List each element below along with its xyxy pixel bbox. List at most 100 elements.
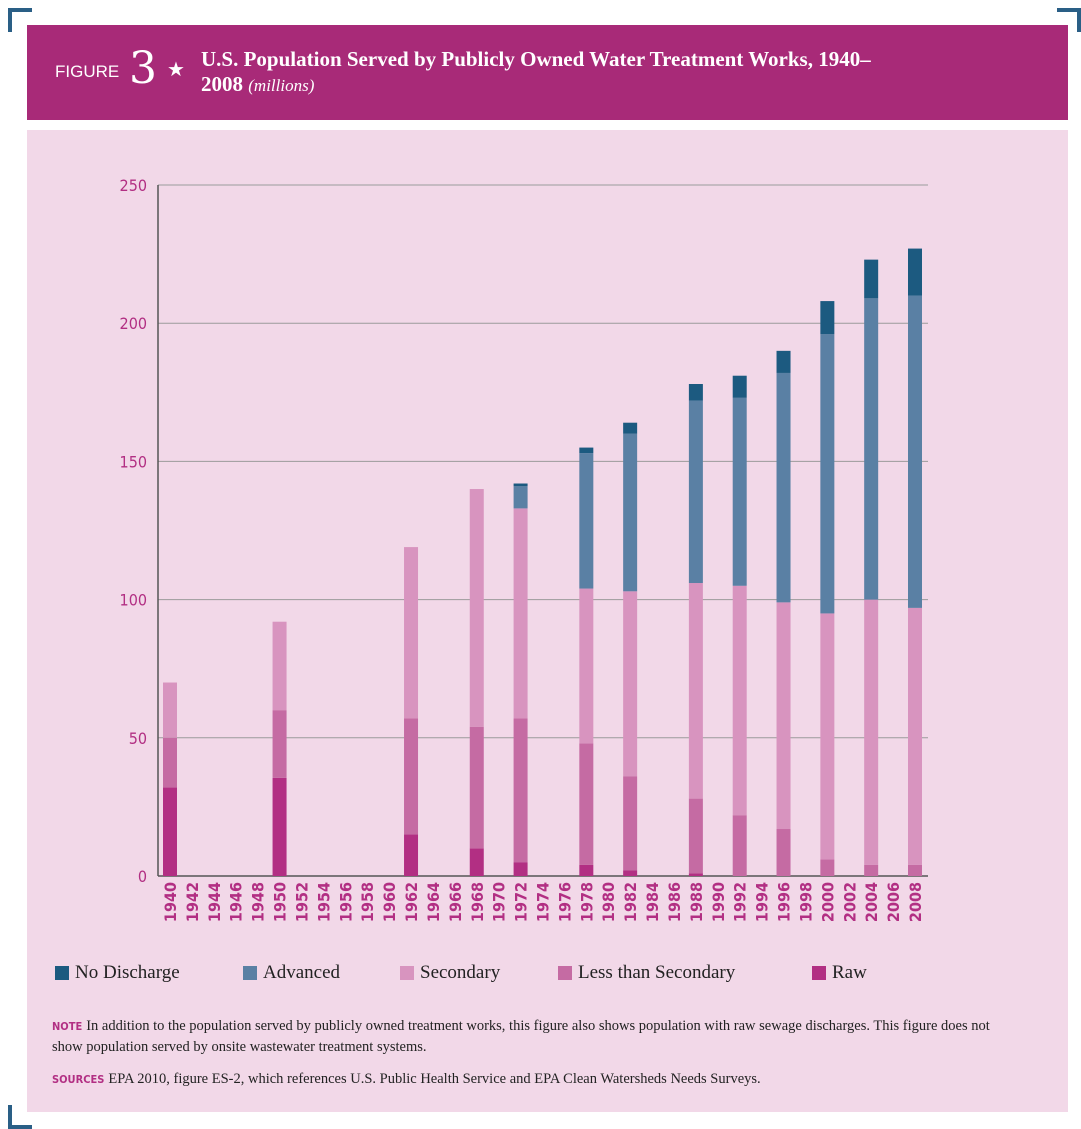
legend-swatch	[243, 966, 257, 980]
bar-segment	[513, 486, 528, 509]
bar-segment	[623, 422, 638, 434]
x-tick-label: 1960	[380, 882, 399, 922]
sources-label: SOURCES	[52, 1073, 105, 1086]
header: FIGURE 3 ★ U.S. Population Served by Pub…	[27, 25, 1068, 120]
bar-segment	[579, 864, 594, 876]
x-tick-label: 1992	[731, 882, 750, 922]
legend-item: Secondary	[400, 962, 500, 984]
x-tick-label: 2004	[862, 882, 881, 922]
bar-segment	[776, 829, 791, 876]
legend-label: Secondary	[420, 962, 501, 983]
bar-segment	[469, 848, 484, 876]
figure-label: FIGURE	[55, 62, 120, 81]
bar-segment	[163, 682, 177, 738]
x-tick-label: 1954	[314, 882, 333, 922]
bar-segment	[579, 588, 594, 744]
bar-segment	[272, 710, 287, 778]
x-tick-label: 1958	[358, 882, 377, 922]
x-tick-label: 1942	[183, 882, 202, 922]
bar-segment	[820, 334, 835, 614]
y-tick-label: 200	[120, 314, 147, 333]
x-tick-label: 2008	[906, 882, 925, 922]
x-tick-label: 1998	[796, 882, 815, 922]
bar-segment	[513, 483, 528, 487]
x-tick-label: 1980	[599, 882, 618, 922]
legend-item: Less than Secondary	[558, 962, 735, 984]
bar-segment	[469, 726, 484, 849]
bar-segment	[688, 384, 703, 401]
x-tick-label: 1984	[643, 882, 662, 922]
bar-segment	[404, 834, 419, 876]
x-tick-label: 1946	[227, 882, 246, 922]
bar-segment	[908, 864, 922, 876]
bar-segment	[820, 613, 835, 860]
star: ★	[167, 59, 185, 81]
corner	[1057, 8, 1081, 32]
y-tick-label: 100	[120, 591, 147, 610]
x-tick-label: 1956	[336, 882, 355, 922]
bar-segment	[864, 298, 879, 600]
bar-segment	[776, 372, 791, 603]
bar-segment	[688, 400, 703, 584]
legend-swatch	[812, 966, 826, 980]
bar-segment	[908, 295, 922, 608]
legend-label: Raw	[832, 962, 867, 983]
bar-segment	[908, 248, 922, 296]
x-tick-label: 1990	[709, 882, 728, 922]
x-tick-label: 1988	[687, 882, 706, 922]
bar-segment	[732, 375, 747, 398]
bar-segment	[513, 718, 528, 863]
bar-segment	[579, 453, 594, 589]
legend-label: Advanced	[263, 962, 341, 983]
x-tick-label: 1940	[161, 882, 180, 922]
y-tick-label: 250	[120, 176, 147, 195]
bar-segment	[732, 585, 747, 816]
bar-segment	[864, 864, 879, 876]
x-tick-label: 1950	[271, 882, 290, 922]
legend-label: Less than Secondary	[578, 962, 736, 983]
bar-segment	[404, 547, 419, 719]
legend-swatch	[55, 966, 69, 980]
y-tick-label: 150	[120, 452, 147, 471]
note-text: In addition to the population served by …	[52, 1018, 990, 1055]
bar-segment	[688, 798, 703, 874]
bar-segment	[820, 301, 835, 335]
bar-segment	[513, 508, 528, 719]
bar-segment	[623, 776, 638, 871]
bar-segment	[513, 862, 528, 876]
bar-segment	[404, 718, 419, 835]
x-tick-label: 1948	[249, 882, 268, 922]
y-tick-label: 50	[129, 729, 147, 748]
corner	[8, 8, 32, 32]
bar-segment	[579, 447, 594, 454]
x-tick-label: 2006	[884, 882, 903, 922]
bar-segment	[272, 621, 287, 711]
panel	[27, 130, 1068, 1112]
x-tick-label: 1986	[665, 882, 684, 922]
x-tick-label: 1978	[577, 882, 596, 922]
x-tick-label: 1944	[205, 882, 224, 922]
x-tick-label: 2002	[840, 882, 859, 922]
x-tick-label: 1962	[402, 882, 421, 922]
legend-label: No Discharge	[75, 962, 180, 983]
x-tick-label: 1952	[292, 882, 311, 922]
chart-subtitle: (millions)	[248, 76, 315, 95]
bar-segment	[272, 777, 287, 876]
bar-segment	[688, 583, 703, 799]
bar-segment	[776, 602, 791, 830]
bar-segment	[864, 259, 879, 299]
x-tick-label: 2000	[818, 882, 837, 922]
legend-item: Raw	[812, 962, 867, 984]
legend-swatch	[558, 966, 572, 980]
bar-segment	[623, 870, 638, 876]
sources: SOURCES EPA 2010, figure ES-2, which refe…	[52, 1069, 1012, 1090]
sources-text: EPA 2010, figure ES-2, which references …	[108, 1071, 761, 1087]
corner	[8, 1105, 32, 1129]
bar-segment	[908, 607, 922, 865]
bar-segment	[820, 859, 835, 876]
y-tick-label: 0	[138, 867, 147, 886]
bar-segment	[163, 737, 177, 788]
x-tick-label: 1994	[753, 882, 772, 922]
legend-item: Advanced	[243, 962, 340, 984]
